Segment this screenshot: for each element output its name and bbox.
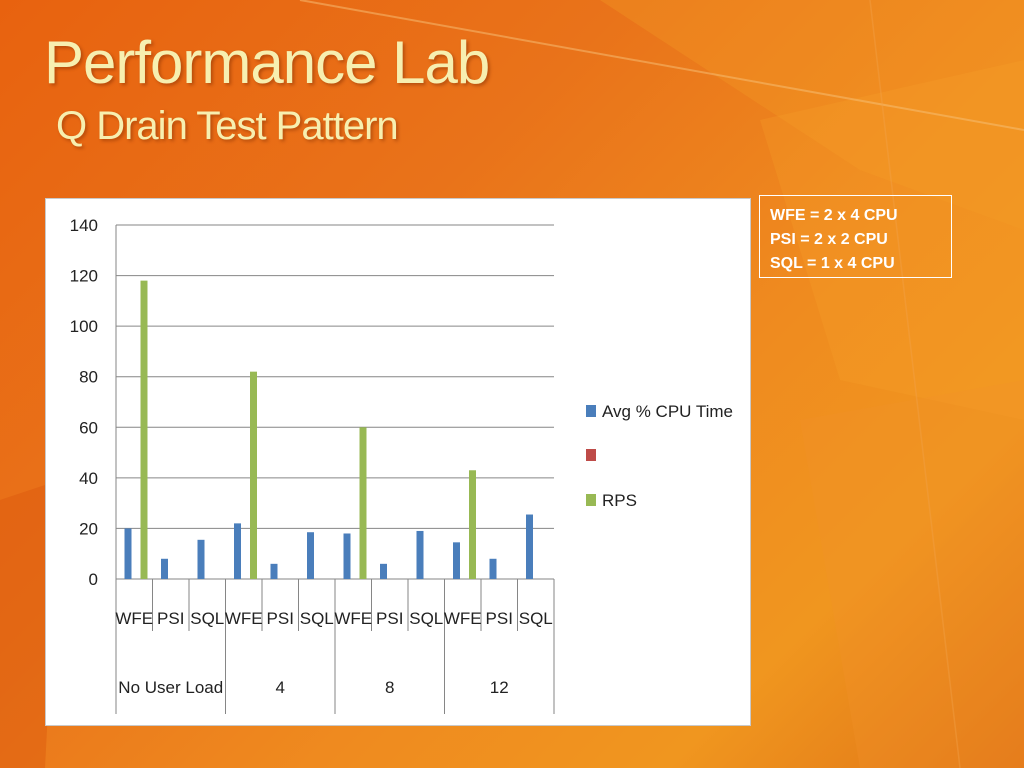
y-tick-label: 60 — [79, 418, 98, 437]
bar-avg-cpu — [416, 530, 424, 579]
cpu-config-note: WFE = 2 x 4 CPU PSI = 2 x 2 CPU SQL = 1 … — [759, 195, 952, 278]
slide-subtitle: Q Drain Test Pattern — [56, 104, 399, 148]
y-tick-label: 100 — [70, 317, 98, 336]
bar-avg-cpu — [161, 558, 168, 579]
x-category-label: PSI — [157, 609, 184, 628]
x-group-label: 12 — [490, 678, 509, 697]
slide-title: Performance Lab — [44, 29, 490, 96]
legend-label: Avg % CPU Time — [602, 402, 733, 421]
y-tick-label: 120 — [70, 267, 98, 286]
x-category-label: WFE — [115, 609, 153, 628]
x-group-label: 8 — [385, 678, 394, 697]
chart-panel: 0 20 40 60 80 100 120 140 WFE PSI SQL WFE PSI SQL WFE P… — [45, 198, 751, 726]
legend-label: RPS — [602, 491, 637, 510]
bar-avg-cpu — [124, 528, 132, 579]
bar-avg-cpu — [526, 514, 533, 579]
bar-rps — [140, 280, 148, 579]
legend-swatch — [586, 449, 596, 461]
y-tick-label: 140 — [70, 216, 98, 235]
x-category-label: WFE — [225, 609, 263, 628]
legend-swatch — [586, 494, 596, 506]
note-line-wfe: WFE = 2 x 4 CPU — [770, 207, 898, 224]
y-tick-label: 40 — [79, 469, 98, 488]
x-category-label: PSI — [486, 609, 513, 628]
x-category-label: SQL — [409, 609, 443, 628]
bar-avg-cpu — [380, 563, 387, 579]
bar-avg-cpu — [197, 539, 205, 579]
x-category-label: PSI — [376, 609, 403, 628]
bar-avg-cpu — [270, 563, 278, 579]
bar-avg-cpu — [234, 523, 241, 579]
x-category-label: PSI — [267, 609, 294, 628]
x-group-label: No User Load — [118, 678, 223, 697]
bar-avg-cpu — [307, 532, 314, 579]
bar-avg-cpu — [489, 558, 497, 579]
y-tick-label: 80 — [79, 368, 98, 387]
note-line-psi: PSI = 2 x 2 CPU — [770, 231, 888, 248]
x-category-label: SQL — [300, 609, 334, 628]
legend-swatch — [586, 405, 596, 417]
x-group-label: 4 — [276, 678, 285, 697]
bar-rps — [359, 427, 367, 579]
x-category-label: WFE — [444, 609, 482, 628]
x-category-label: SQL — [190, 609, 224, 628]
y-tick-label: 20 — [79, 519, 98, 538]
note-line-sql: SQL = 1 x 4 CPU — [770, 255, 895, 272]
bar-avg-cpu — [453, 542, 460, 579]
y-tick-label: 0 — [89, 570, 98, 589]
bar-rps — [469, 470, 476, 579]
x-category-label: SQL — [519, 609, 553, 628]
bar-avg-cpu — [343, 533, 351, 579]
x-category-label: WFE — [334, 609, 372, 628]
bar-rps — [250, 371, 257, 579]
